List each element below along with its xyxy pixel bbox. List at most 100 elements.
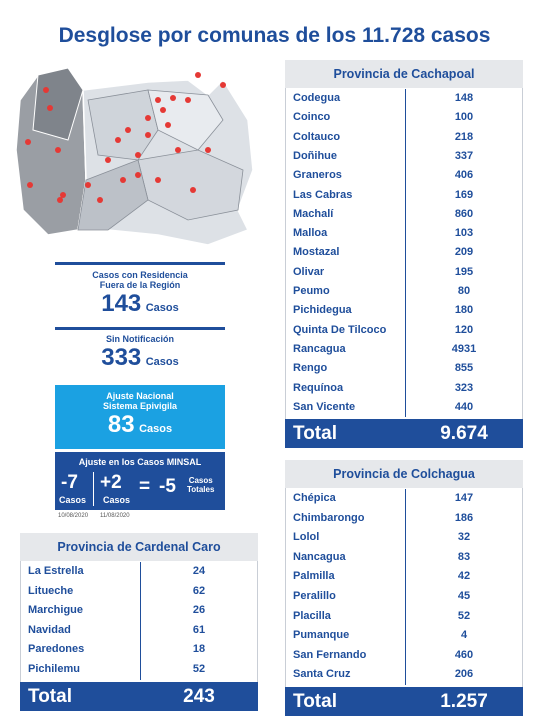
residencia-unit: Casos xyxy=(145,302,179,314)
row-name: Codegua xyxy=(293,92,341,104)
total-value: 1.257 xyxy=(440,691,488,712)
row-name: Coinco xyxy=(293,111,331,124)
row-name: Paredones xyxy=(28,643,85,656)
row-value: 406 xyxy=(454,169,474,182)
ajuste-minsal-box: Ajuste en los Casos MINSAL -7 Casos +2 C… xyxy=(55,452,225,510)
row-name: Santa Cruz xyxy=(293,668,351,681)
sin-notificacion-box: Sin Notificación 333 Casos xyxy=(55,334,225,372)
row-name: Malloa xyxy=(293,227,328,240)
row-value: 206 xyxy=(454,668,474,681)
row-value: 83 xyxy=(457,550,471,563)
column-divider xyxy=(405,89,406,418)
row-name: Nancagua xyxy=(293,550,346,563)
row-name: Mostazal xyxy=(293,246,340,259)
row-name: Rancagua xyxy=(293,342,346,355)
sin-notificacion-value: 333 xyxy=(101,344,142,371)
row-value: 42 xyxy=(457,570,471,583)
row-value: 209 xyxy=(454,246,474,259)
adjust-value: -7 xyxy=(61,472,78,493)
row-value: 180 xyxy=(454,304,474,317)
row-name: Chépica xyxy=(293,492,336,504)
row-value: 61 xyxy=(192,623,206,636)
row-name: Chimbarongo xyxy=(293,511,365,524)
row-value: 26 xyxy=(192,604,206,617)
row-name: Navidad xyxy=(28,623,71,636)
total-value: 9.674 xyxy=(440,423,488,445)
ajuste-nacional-label: Ajuste Nacional xyxy=(106,391,174,401)
row-value: 4 xyxy=(460,629,468,642)
row-name: Placilla xyxy=(293,609,331,622)
residencia-box: Casos con Residencia Fuera de la Región … xyxy=(55,262,225,330)
ajuste-nacional-unit: Casos xyxy=(139,423,173,435)
row-value: 218 xyxy=(454,130,474,143)
row-name: La Estrella xyxy=(28,565,84,577)
sin-notificacion-label: Sin Notificación xyxy=(105,334,174,344)
row-name: Litueche xyxy=(28,584,74,597)
table-header: Provincia de Cardenal Caro xyxy=(20,533,258,561)
row-value: 18 xyxy=(192,643,206,656)
row-name: Requínoa xyxy=(293,381,344,394)
row-value: 337 xyxy=(454,149,474,162)
row-name: Pichidegua xyxy=(293,304,352,317)
total-label: Total xyxy=(28,685,72,707)
residencia-value: 143 xyxy=(101,290,142,317)
row-value: 103 xyxy=(454,227,474,240)
row-value: 148 xyxy=(454,92,474,104)
total-label: Total xyxy=(293,691,337,712)
adjust-unit: Casos xyxy=(59,495,87,505)
adjust-unit: Casos xyxy=(103,495,131,505)
table-header: Provincia de Colchagua xyxy=(285,460,523,488)
row-value: 80 xyxy=(457,285,471,297)
row-name: Pichilemu xyxy=(28,663,80,675)
total-bar xyxy=(20,681,258,711)
divider xyxy=(93,472,94,506)
row-value: 24 xyxy=(192,565,206,577)
row-name: Doñihue xyxy=(293,149,337,162)
equals: = xyxy=(139,476,151,497)
row-value: 855 xyxy=(454,362,474,375)
total-bar xyxy=(285,687,523,716)
row-name: Las Cabras xyxy=(293,188,353,201)
row-name: Rengo xyxy=(293,362,328,375)
row-name: Peralillo xyxy=(293,590,336,602)
row-value: 62 xyxy=(192,584,206,597)
region-map xyxy=(15,67,254,246)
table-header: Provincia de Cachapoal xyxy=(285,60,523,88)
row-value: 147 xyxy=(454,492,474,504)
ajuste-nacional-label: Sistema Epivigila xyxy=(102,401,178,411)
date: 11/08/2020 xyxy=(100,513,130,519)
result-unit-line: Casos xyxy=(188,476,213,485)
result-unit-line: Totales xyxy=(187,485,215,494)
total-label: Total xyxy=(293,423,337,445)
row-value: 100 xyxy=(454,111,474,124)
row-name: Peumo xyxy=(293,285,330,297)
row-name: Marchigue xyxy=(28,604,84,617)
row-value: 195 xyxy=(454,265,474,278)
row-value: 120 xyxy=(454,323,474,336)
row-value: 4931 xyxy=(451,342,477,355)
row-name: Lolol xyxy=(293,531,320,544)
row-name: Coltauco xyxy=(293,130,341,143)
total-value: 243 xyxy=(183,685,215,707)
row-name: San Vicente xyxy=(293,400,356,413)
row-name: San Fernando xyxy=(293,648,367,661)
result-value: -5 xyxy=(159,476,176,497)
row-name: Quinta De Tilcoco xyxy=(293,323,387,336)
result-unit: Casos Totales xyxy=(187,476,214,494)
date: 10/08/2020 xyxy=(58,513,89,519)
adjust-value: +2 xyxy=(100,472,122,493)
row-value: 52 xyxy=(457,609,471,622)
row-value: 32 xyxy=(457,531,471,544)
row-value: 860 xyxy=(454,207,474,220)
row-value: 52 xyxy=(192,663,206,675)
row-name: Graneros xyxy=(293,169,342,182)
row-name: Olivar xyxy=(293,265,325,278)
row-name: Pumanque xyxy=(293,629,350,642)
row-name: Palmilla xyxy=(293,570,335,583)
row-value: 323 xyxy=(454,381,474,394)
page-title: Desglose por comunas de los 11.728 casos xyxy=(58,24,491,47)
row-value: 169 xyxy=(454,188,474,201)
row-value: 186 xyxy=(454,511,474,524)
row-value: 460 xyxy=(454,648,474,661)
